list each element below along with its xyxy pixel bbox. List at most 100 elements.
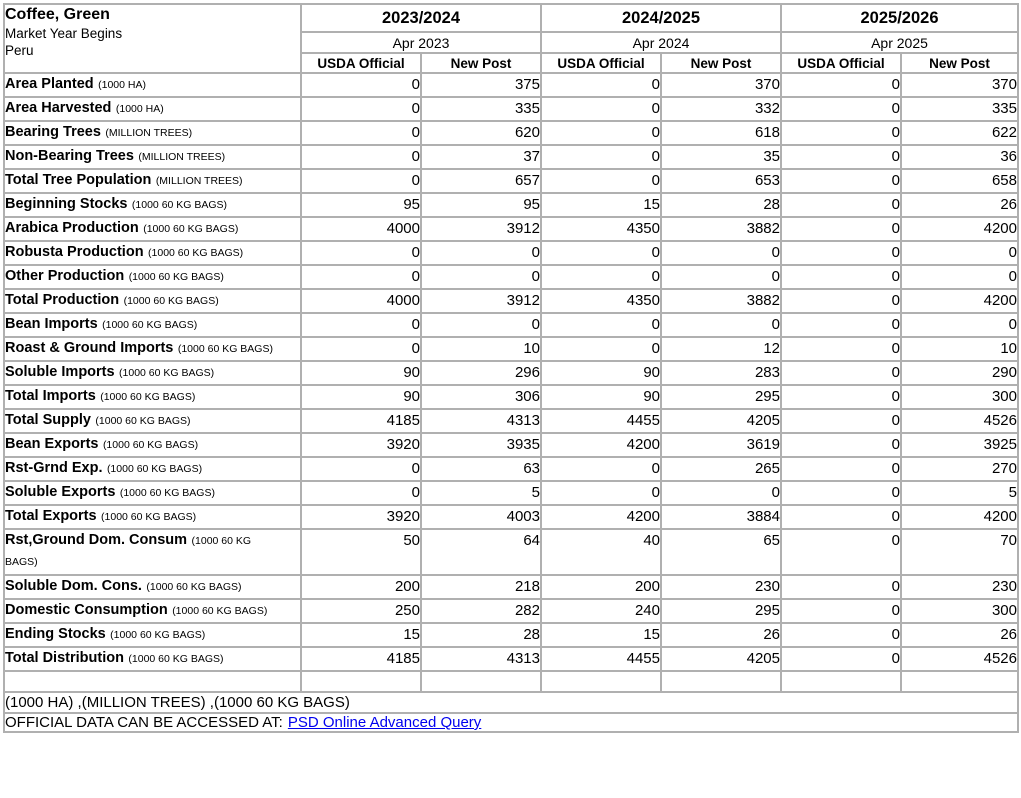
row-label-cell: Area Planted (1000 HA) (3, 72, 302, 98)
value-cell: 4200 (900, 216, 1019, 242)
value-cell: 200 (300, 574, 422, 600)
row-unit: (1000 60 KG BAGS) (95, 415, 191, 427)
begin-month-2025: Apr 2025 (780, 31, 1019, 54)
value-cell: 0 (780, 240, 902, 266)
row-label-cell: Other Production (1000 60 KG BAGS) (3, 264, 302, 290)
year-header-2023-2024: 2023/2024 (300, 3, 542, 33)
row-label-cell: Total Tree Population (MILLION TREES) (3, 168, 302, 194)
table-row: Total Imports (1000 60 KG BAGS) 90 306 90 29… (3, 384, 1019, 410)
value-cell: 3619 (660, 432, 782, 458)
row-unit: (1000 HA) (98, 79, 146, 91)
value-cell: 36 (900, 144, 1019, 170)
market-year-begin-row: Apr 2023 Apr 2024 Apr 2025 (4, 31, 1019, 54)
value-cell: 0 (660, 240, 782, 266)
value-cell: 0 (780, 504, 902, 530)
row-unit: (1000 HA) (115, 103, 164, 115)
row-label: Bearing Trees (5, 124, 101, 140)
row-label: Arabica Production (5, 220, 139, 236)
row-unit: (1000 60 KG BAGS) (172, 605, 268, 617)
value-cell: 5 (900, 480, 1019, 506)
value-cell: 0 (420, 312, 542, 338)
value-cell: 0 (780, 120, 902, 146)
value-cell: 0 (300, 144, 422, 170)
value-cell: 620 (420, 120, 542, 146)
value-cell: 90 (300, 360, 422, 386)
row-label-cell: Soluble Exports (1000 60 KG BAGS) (3, 480, 302, 506)
value-cell: 4000 (300, 288, 422, 314)
source-header-row: USDA Official New Post USDA Official New… (4, 52, 1019, 74)
value-cell: 0 (540, 312, 662, 338)
value-cell: 0 (300, 336, 422, 362)
row-unit: (1000 60 KG BAGS) (119, 367, 215, 379)
usda-official-header: USDA Official (540, 52, 662, 74)
value-cell: 0 (540, 120, 662, 146)
row-unit: (1000 60 KG BAGS) (119, 487, 215, 499)
row-label-cell: Domestic Consumption (1000 60 KG BAGS) (3, 598, 302, 624)
table-row: Non-Bearing Trees (MILLION TREES) 0 37 0 35 0… (3, 144, 1019, 170)
value-cell: 4526 (900, 646, 1019, 672)
value-cell: 0 (300, 168, 422, 194)
table-row: Ending Stocks (1000 60 KG BAGS) 15 28 15 26 0… (3, 622, 1019, 648)
value-cell: 0 (300, 96, 422, 122)
value-cell: 0 (780, 598, 902, 624)
value-cell: 283 (660, 360, 782, 386)
value-cell: 0 (780, 168, 902, 194)
value-cell: 618 (660, 120, 782, 146)
row-label: Rst,Ground Dom. Consum (5, 532, 188, 548)
spacer-cell (420, 670, 542, 693)
row-unit: (1000 60 KG BAGS) (128, 271, 224, 283)
value-cell: 3935 (420, 432, 542, 458)
value-cell: 218 (420, 574, 542, 600)
value-cell: 0 (300, 456, 422, 482)
row-label: Area Harvested (5, 100, 112, 116)
row-label-cell: Rst,Ground Dom. Consum (1000 60 KG BAGS) (3, 528, 302, 576)
value-cell: 290 (900, 360, 1019, 386)
row-label-cell: Roast & Ground Imports (1000 60 KG BAGS) (3, 336, 302, 362)
begin-month-2024: Apr 2024 (540, 31, 782, 54)
value-cell: 250 (300, 598, 422, 624)
table-row: Other Production (1000 60 KG BAGS) 0 0 0 0 0 0 (3, 264, 1019, 290)
value-cell: 0 (300, 240, 422, 266)
table-row: Domestic Consumption (1000 60 KG BAGS) 25… (3, 598, 1019, 624)
value-cell: 4200 (900, 288, 1019, 314)
value-cell: 3882 (660, 288, 782, 314)
value-cell: 0 (540, 264, 662, 290)
value-cell: 3925 (900, 432, 1019, 458)
units-note-row: (1000 HA) ,(MILLION TREES) ,(1000 60 KG … (3, 691, 1019, 714)
row-label: Bean Exports (5, 436, 99, 452)
official-data-cell: OFFICIAL DATA CAN BE ACCESSED AT: PSD Onl… (3, 712, 1019, 733)
value-cell: 4455 (540, 408, 662, 434)
value-cell: 0 (780, 264, 902, 290)
value-cell: 0 (780, 72, 902, 98)
row-unit: (MILLION TREES) (138, 151, 226, 163)
psd-online-advanced-query-link[interactable]: PSD Online Advanced Query (287, 714, 482, 731)
row-label-cell: Bean Exports (1000 60 KG BAGS) (3, 432, 302, 458)
row-unit: (1000 60 KG BAGS) (177, 343, 273, 355)
value-cell: 5 (420, 480, 542, 506)
row-unit: (1000 60 KG BAGS) (146, 581, 242, 593)
spacer-cell (300, 670, 422, 693)
value-cell: 3884 (660, 504, 782, 530)
value-cell: 4455 (540, 646, 662, 672)
value-cell: 90 (300, 384, 422, 410)
value-cell: 0 (780, 312, 902, 338)
value-cell: 0 (780, 528, 902, 576)
table-row: Bean Imports (1000 60 KG BAGS) 0 0 0 0 0 0 (3, 312, 1019, 338)
official-data-text: OFFICIAL DATA CAN BE ACCESSED AT: (5, 714, 283, 731)
row-unit: (1000 60 KG BAGS) (143, 223, 239, 235)
value-cell: 0 (660, 480, 782, 506)
row-label-cell: Area Harvested (1000 HA) (3, 96, 302, 122)
value-cell: 0 (780, 456, 902, 482)
new-post-header: New Post (900, 52, 1019, 74)
value-cell: 40 (540, 528, 662, 576)
value-cell: 65 (660, 528, 782, 576)
row-label: Non-Bearing Trees (5, 148, 134, 164)
value-cell: 10 (420, 336, 542, 362)
row-label: Domestic Consumption (5, 602, 168, 618)
row-label-cell: Soluble Dom. Cons. (1000 60 KG BAGS) (3, 574, 302, 600)
value-cell: 0 (420, 240, 542, 266)
value-cell: 4205 (660, 646, 782, 672)
value-cell: 300 (900, 384, 1019, 410)
spacer-cell (540, 670, 662, 693)
